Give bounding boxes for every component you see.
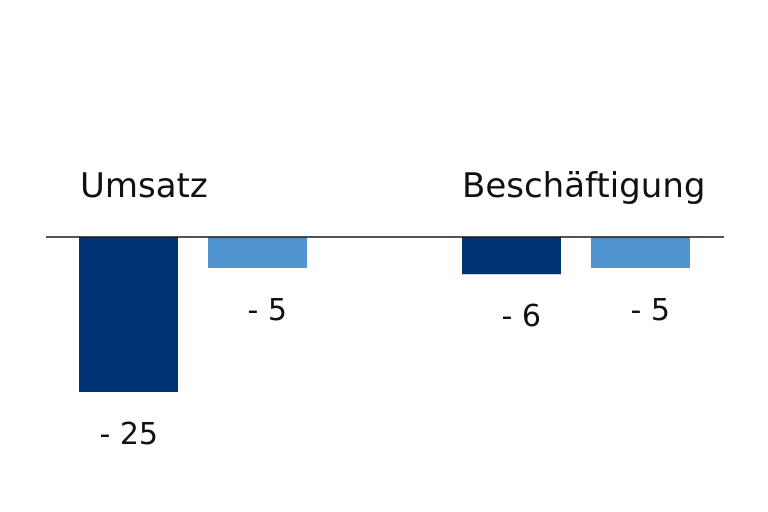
bar-beschaeftigung-series-1 [462, 237, 561, 275]
value-labels-group: - 25 - 6 - 5 - 5 [99, 293, 670, 452]
value-label-beschaeftigung-series-1: - 6 [502, 299, 541, 334]
bar-umsatz-series-2 [208, 237, 307, 268]
value-label-beschaeftigung-series-2: - 5 [631, 293, 670, 328]
bar-umsatz-series-1 [79, 237, 178, 392]
category-label-umsatz: Umsatz [80, 166, 208, 206]
value-label-umsatz-series-1: - 25 [99, 417, 158, 452]
category-label-beschaeftigung: Beschäftigung [462, 166, 705, 206]
bar-beschaeftigung-series-2 [591, 237, 690, 268]
bars-group [79, 237, 690, 392]
value-label-umsatz-series-2: - 5 [248, 293, 287, 328]
